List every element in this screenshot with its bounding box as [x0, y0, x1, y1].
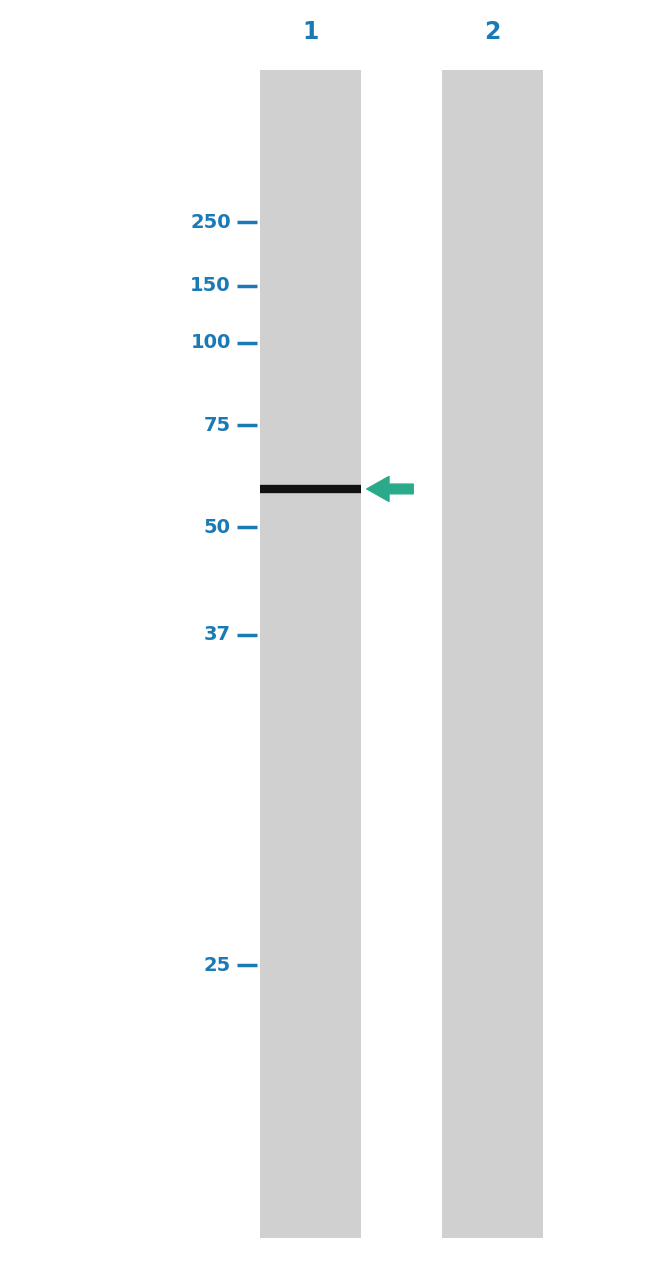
Text: 1: 1: [302, 20, 319, 43]
Bar: [442, 70, 543, 1238]
Text: 75: 75: [203, 417, 231, 434]
Text: 50: 50: [203, 518, 231, 536]
Text: 100: 100: [190, 334, 231, 352]
Text: 2: 2: [484, 20, 501, 43]
Text: 25: 25: [203, 956, 231, 974]
Text: 150: 150: [190, 277, 231, 295]
Bar: [260, 70, 361, 1238]
Text: 37: 37: [203, 626, 231, 644]
Text: 250: 250: [190, 213, 231, 231]
